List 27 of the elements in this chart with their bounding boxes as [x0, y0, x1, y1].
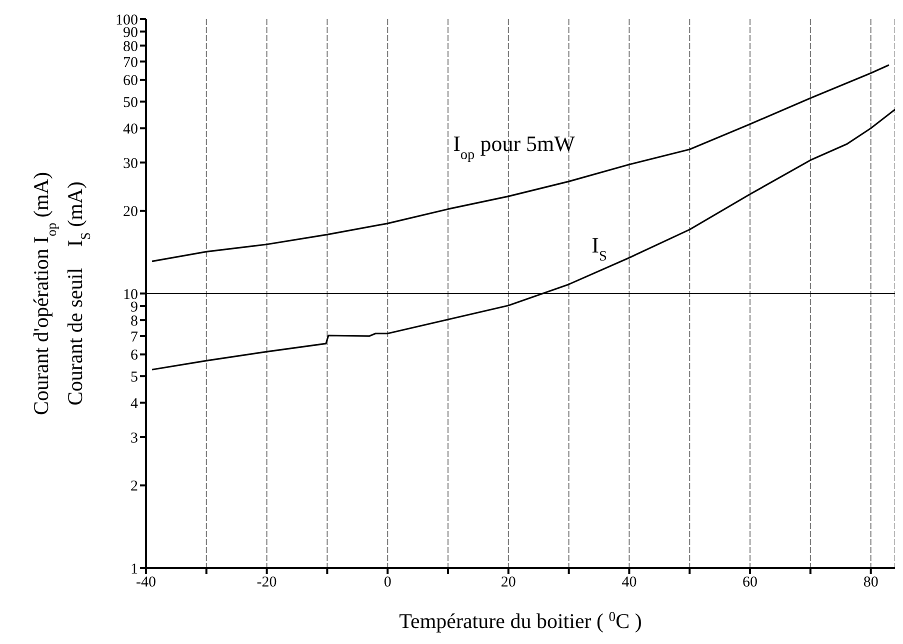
x-axis-title: Température du boitier ( $^{0}$C ) — [399, 608, 642, 633]
y-tick-label: 20 — [123, 204, 138, 220]
line-series — [151, 108, 895, 370]
y-tick-label: 70 — [123, 54, 138, 71]
x-tick-label: 20 — [500, 574, 516, 591]
y-tick-label: 7 — [130, 329, 138, 346]
y-tick-label: 4 — [130, 396, 138, 412]
y-tick-label: 1 — [130, 561, 138, 578]
series-label: I$_{S}$ — [592, 232, 607, 264]
y-tick-label: 6 — [130, 348, 138, 364]
y-tick-label: 60 — [123, 73, 138, 90]
series-label: I$_{op}$ pour 5mW — [453, 130, 576, 163]
y-tick-label: 80 — [123, 38, 138, 55]
line-series — [151, 64, 890, 262]
x-tick-label: 0 — [384, 574, 392, 591]
y-tick-label: 2 — [130, 478, 138, 495]
y-tick-label: 3 — [130, 430, 138, 446]
x-tick-label: 60 — [742, 574, 758, 591]
y-tick-label: 30 — [123, 156, 138, 172]
y-tick-label: 50 — [123, 94, 138, 111]
x-tick-label: 80 — [863, 574, 878, 591]
y-tick-label: 5 — [130, 369, 138, 386]
y-tick-label: 40 — [123, 122, 138, 138]
x-tick-label: 40 — [622, 574, 637, 591]
y-tick-label: 8 — [130, 313, 138, 330]
x-tick-label: -40 — [136, 574, 156, 591]
x-tick-label: -20 — [256, 574, 277, 591]
